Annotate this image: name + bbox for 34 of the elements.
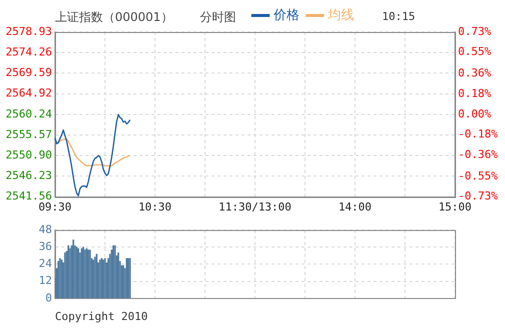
y-tick-label: 0 [45, 291, 52, 304]
chart-subtitle: 分时图 [200, 9, 236, 26]
x-tick-label: 10:30 [138, 200, 172, 214]
y2-tick-label: 0.73% [458, 24, 492, 38]
y2-tick-label: 0.00% [458, 107, 492, 120]
legend-label: 均线 [327, 8, 354, 23]
y-tick-label: 48 [38, 222, 52, 236]
y-tick-label: 2569.59 [6, 66, 52, 80]
y2-tick-label: 0.18% [458, 86, 492, 100]
chart-title: 上证指数（000001） [55, 9, 173, 26]
y-tick-label: 2578.93 [6, 24, 52, 38]
y-tick-label: 12 [38, 274, 52, 288]
y-tick-label: 2560.24 [6, 107, 52, 120]
y2-tick-label: -0.18% [458, 128, 498, 141]
y-tick-label: 2541.56 [6, 190, 52, 203]
y-tick-label: 2546.23 [6, 169, 52, 182]
y-tick-label: 24 [38, 257, 52, 270]
y2-tick-label: -0.73% [458, 190, 498, 203]
y2-tick-label: 0.55% [458, 45, 492, 58]
y-tick-label: 2555.57 [6, 128, 52, 141]
y-tick-label: 36 [38, 240, 52, 253]
x-tick-label: 09:30 [38, 200, 72, 214]
text: 10:15 [382, 10, 416, 23]
y-tick-label: 2574.26 [6, 45, 52, 58]
x-tick-label: 14:00 [338, 200, 372, 214]
x-tick-label: 11:30/13:00 [218, 200, 292, 214]
y2-tick-label: 0.36% [458, 66, 492, 80]
legend-label: 价格 [272, 8, 300, 23]
text: Copyright 2010 [55, 310, 148, 323]
y-tick-label: 2564.92 [6, 86, 52, 100]
x-tick-label: 15:00 [438, 200, 472, 214]
y2-tick-label: -0.36% [458, 148, 498, 161]
y2-tick-label: -0.55% [458, 169, 498, 182]
y-tick-label: 2550.90 [6, 148, 52, 162]
